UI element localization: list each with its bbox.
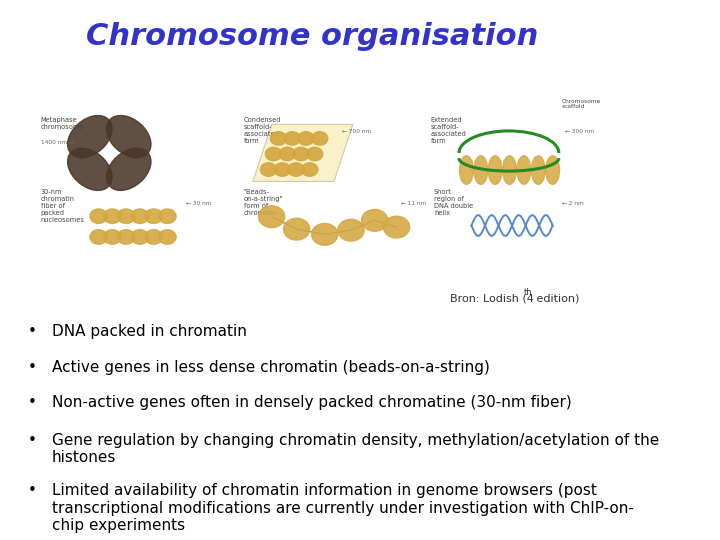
Text: Gene regulation by changing chromatin density, methylation/acetylation of the
hi: Gene regulation by changing chromatin de… bbox=[52, 433, 659, 465]
Text: Chromosome organisation: Chromosome organisation bbox=[86, 22, 539, 51]
Ellipse shape bbox=[474, 156, 487, 184]
Text: •: • bbox=[28, 360, 37, 375]
Circle shape bbox=[312, 224, 338, 245]
Text: •: • bbox=[28, 483, 37, 498]
Text: ← 11 nm: ← 11 nm bbox=[401, 201, 426, 206]
Circle shape bbox=[90, 209, 107, 224]
Text: Chromosome
scaffold: Chromosome scaffold bbox=[562, 98, 601, 109]
Circle shape bbox=[302, 163, 318, 176]
Ellipse shape bbox=[459, 156, 473, 184]
Ellipse shape bbox=[531, 156, 545, 184]
Text: th: th bbox=[523, 288, 532, 296]
Circle shape bbox=[261, 163, 276, 176]
Ellipse shape bbox=[546, 156, 559, 184]
Ellipse shape bbox=[107, 116, 151, 158]
Circle shape bbox=[284, 132, 300, 145]
Text: ← 300 nm: ← 300 nm bbox=[565, 129, 595, 133]
Text: 1400 nm →: 1400 nm → bbox=[40, 140, 73, 145]
Text: •: • bbox=[28, 433, 37, 448]
Circle shape bbox=[131, 209, 148, 224]
Circle shape bbox=[384, 216, 410, 238]
Circle shape bbox=[293, 147, 309, 161]
Circle shape bbox=[131, 230, 148, 244]
Text: ← 700 nm: ← 700 nm bbox=[342, 129, 372, 133]
Text: DNA packed in chromatin: DNA packed in chromatin bbox=[52, 324, 247, 339]
Text: Short
region of
DNA double
helix: Short region of DNA double helix bbox=[434, 189, 473, 216]
Polygon shape bbox=[253, 124, 353, 181]
Circle shape bbox=[90, 230, 107, 244]
Circle shape bbox=[307, 147, 323, 161]
Circle shape bbox=[158, 230, 176, 244]
Text: Metaphase
chromosome: Metaphase chromosome bbox=[40, 117, 84, 130]
Circle shape bbox=[117, 230, 135, 244]
Circle shape bbox=[288, 163, 304, 176]
Circle shape bbox=[274, 163, 290, 176]
Text: Non-active genes often in densely packed chromatine (30-nm fiber): Non-active genes often in densely packed… bbox=[52, 395, 572, 410]
Text: ← 2 nm: ← 2 nm bbox=[562, 201, 584, 206]
Circle shape bbox=[279, 147, 295, 161]
Circle shape bbox=[338, 219, 364, 241]
Text: •: • bbox=[28, 395, 37, 410]
Circle shape bbox=[284, 218, 310, 240]
Text: Extended
scaffold-
associated
form: Extended scaffold- associated form bbox=[431, 117, 467, 144]
Ellipse shape bbox=[68, 116, 112, 158]
Circle shape bbox=[145, 230, 162, 244]
Text: •: • bbox=[28, 324, 37, 339]
Circle shape bbox=[158, 209, 176, 224]
Text: 30-nm
chromatin
fiber of
packed
nucleosomes: 30-nm chromatin fiber of packed nucleoso… bbox=[40, 189, 84, 223]
Circle shape bbox=[145, 209, 162, 224]
Text: ← 30 nm: ← 30 nm bbox=[186, 201, 212, 206]
Circle shape bbox=[258, 206, 284, 228]
Text: Bron: Lodish (4: Bron: Lodish (4 bbox=[449, 293, 534, 303]
Text: Limited availability of chromatin information in genome browsers (post
transcrip: Limited availability of chromatin inform… bbox=[52, 483, 634, 533]
Ellipse shape bbox=[68, 148, 112, 191]
Text: edition): edition) bbox=[534, 293, 580, 303]
Text: "Beads-
on-a-string"
form of
chromatin: "Beads- on-a-string" form of chromatin bbox=[243, 189, 283, 216]
Circle shape bbox=[266, 147, 282, 161]
Ellipse shape bbox=[517, 156, 531, 184]
Ellipse shape bbox=[503, 156, 516, 184]
Circle shape bbox=[117, 209, 135, 224]
Ellipse shape bbox=[107, 148, 151, 191]
Circle shape bbox=[298, 132, 314, 145]
Circle shape bbox=[361, 210, 388, 231]
Circle shape bbox=[312, 132, 328, 145]
Text: Condensed
scaffold-
associated
form: Condensed scaffold- associated form bbox=[243, 117, 281, 144]
Circle shape bbox=[104, 209, 121, 224]
Ellipse shape bbox=[488, 156, 502, 184]
Text: Active genes in less dense chromatin (beads-on-a-string): Active genes in less dense chromatin (be… bbox=[52, 360, 490, 375]
Circle shape bbox=[271, 132, 287, 145]
Circle shape bbox=[104, 230, 121, 244]
